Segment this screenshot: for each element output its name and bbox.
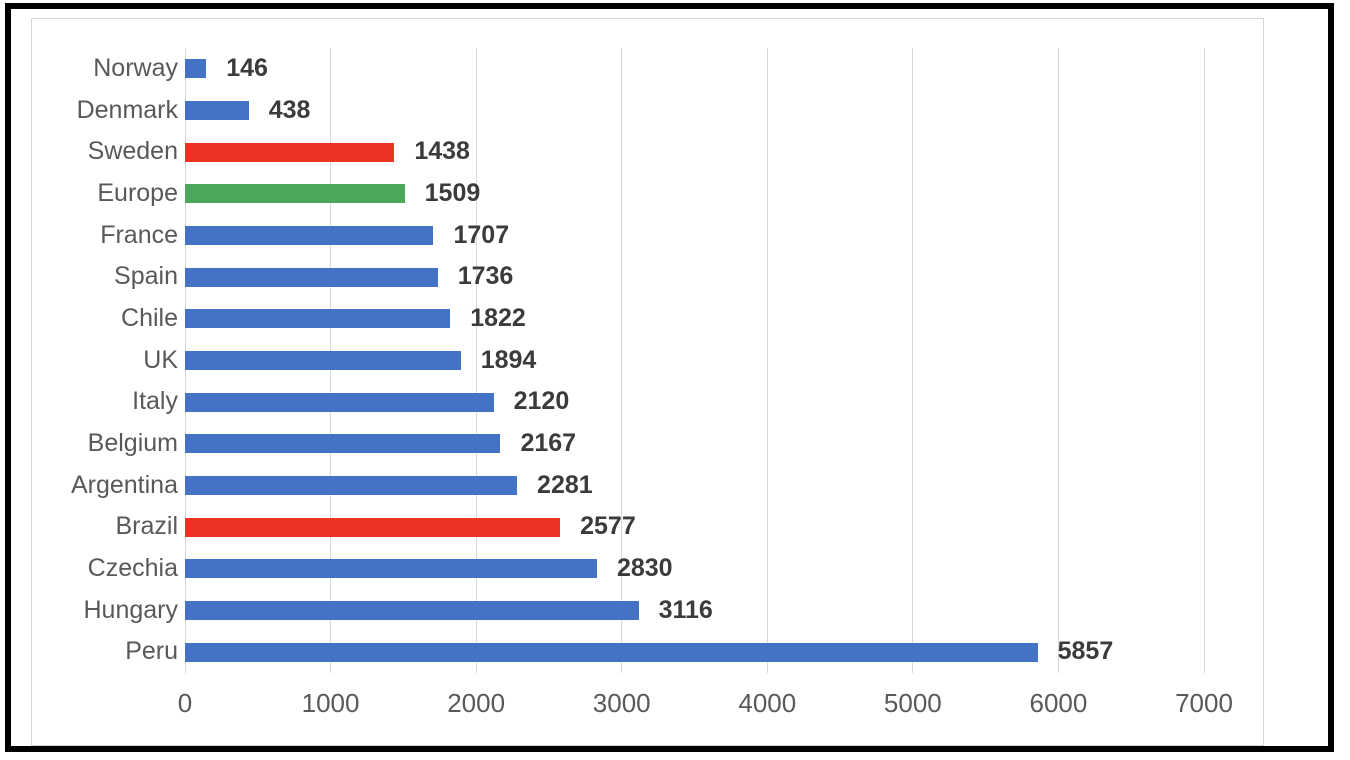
category-label-brazil: Brazil — [115, 512, 178, 541]
bar-chile — [185, 309, 451, 329]
gridline-6000 — [1057, 48, 1059, 673]
bar-argentina — [185, 476, 518, 495]
x-tick-label-3000: 3000 — [592, 688, 651, 718]
plot-area: 146 438 1438 1509 1707 1736 1822 1894 2120 2167 22… — [184, 48, 1205, 673]
gridline-2000 — [475, 48, 477, 673]
value-label-europe: 1509 — [424, 179, 481, 207]
value-label-brazil: 2577 — [580, 512, 636, 541]
gridline-7000 — [1203, 48, 1205, 673]
value-label-hungary: 3116 — [658, 595, 713, 624]
bar-uk — [185, 351, 461, 370]
outer-frame-border: Norway Denmark Sweden Europe France Spain Chil… — [5, 3, 1334, 752]
bar-italy — [185, 392, 494, 412]
gridline-5000 — [912, 48, 914, 673]
value-label-norway: 146 — [226, 54, 268, 82]
category-axis-labels: Norway Denmark Sweden Europe France Spain Chil… — [46, 48, 178, 673]
category-label-uk: UK — [143, 345, 178, 374]
category-label-france: France — [100, 220, 178, 249]
value-label-spain: 1736 — [457, 262, 514, 291]
category-label-hungary: Hungary — [83, 595, 179, 624]
bar-hungary — [185, 601, 639, 620]
bar-belgium — [185, 434, 501, 454]
category-label-chile: Chile — [121, 304, 178, 332]
category-label-denmark: Denmark — [76, 95, 178, 124]
x-tick-label-5000: 5000 — [883, 688, 942, 718]
value-label-czechia: 2830 — [616, 554, 673, 582]
x-tick-label-1000: 1000 — [301, 688, 360, 718]
category-label-peru: Peru — [125, 637, 178, 666]
x-tick-label-2000: 2000 — [447, 688, 506, 718]
bar-norway — [185, 59, 207, 79]
value-label-sweden: 1438 — [414, 137, 470, 166]
category-label-czechia: Czechia — [87, 554, 178, 582]
category-label-sweden: Sweden — [87, 137, 178, 166]
bar-sweden — [185, 142, 395, 162]
value-label-belgium: 2167 — [520, 429, 577, 457]
gridline-3000 — [621, 48, 623, 673]
value-label-uk: 1894 — [480, 345, 537, 374]
bar-chart: Norway Denmark Sweden Europe France Spain Chil… — [31, 18, 1264, 746]
x-tick-label-7000: 7000 — [1175, 688, 1233, 718]
x-tick-label-0: 0 — [177, 688, 193, 718]
category-label-norway: Norway — [93, 54, 178, 82]
value-label-italy: 2120 — [513, 387, 570, 416]
value-label-chile: 1822 — [470, 304, 526, 332]
x-axis: 0 1000 2000 3000 4000 5000 6000 7000 — [178, 688, 1233, 722]
value-label-argentina: 2281 — [537, 470, 593, 499]
gridline-4000 — [766, 48, 768, 673]
bar-spain — [185, 267, 438, 287]
category-label-argentina: Argentina — [70, 470, 178, 499]
bar-denmark — [185, 101, 249, 120]
category-label-europe: Europe — [97, 179, 178, 207]
value-label-peru: 5857 — [1057, 637, 1114, 666]
x-tick-label-4000: 4000 — [738, 688, 797, 718]
x-tick-label-6000: 6000 — [1029, 688, 1088, 718]
category-label-belgium: Belgium — [87, 429, 178, 457]
value-label-denmark: 438 — [268, 95, 311, 124]
bar-brazil — [185, 517, 561, 537]
category-label-spain: Spain — [114, 262, 178, 291]
bar-france — [185, 226, 434, 245]
bar-europe — [185, 184, 405, 204]
bar-peru — [185, 642, 1038, 662]
value-label-france: 1707 — [453, 220, 510, 249]
category-label-italy: Italy — [132, 387, 178, 416]
bar-czechia — [185, 559, 597, 579]
